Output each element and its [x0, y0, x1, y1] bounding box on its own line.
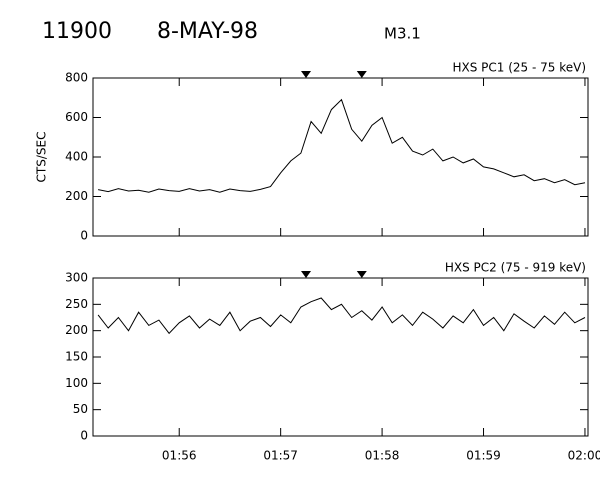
- plot-frame: [92, 277, 589, 437]
- y-tick-label: 250: [65, 297, 88, 311]
- panel-title: HXS PC1 (25 - 75 keV): [452, 61, 586, 75]
- data-line: [97, 297, 586, 335]
- x-tick-label: 01:58: [365, 449, 400, 463]
- y-tick-label: 100: [65, 376, 88, 390]
- x-tick-label: 01:57: [263, 449, 298, 463]
- time-marker: [301, 71, 312, 78]
- y-tick-label: 0: [80, 429, 88, 443]
- y-tick-label: 400: [65, 150, 88, 164]
- y-tick-label: 800: [65, 71, 88, 85]
- y-tick-label: 0: [80, 229, 88, 243]
- y-tick-label: 300: [65, 271, 88, 285]
- y-axis-label: CTS/SEC: [35, 132, 49, 183]
- plot-frame: [92, 77, 589, 237]
- y-tick-label: 200: [65, 189, 88, 203]
- event-id: 11900: [42, 19, 112, 44]
- time-marker: [356, 71, 367, 78]
- flare-class: M3.1: [384, 25, 421, 43]
- y-tick-label: 600: [65, 110, 88, 124]
- x-tick-label: 01:56: [162, 449, 197, 463]
- y-tick-label: 200: [65, 323, 88, 337]
- time-marker: [356, 271, 367, 278]
- y-tick-label: 50: [73, 402, 88, 416]
- panel-title: HXS PC2 (75 - 919 keV): [445, 261, 586, 275]
- date: 8-MAY-98: [157, 19, 258, 44]
- data-line: [98, 98, 586, 193]
- time-marker: [301, 271, 312, 278]
- x-tick-label: 01:59: [466, 449, 501, 463]
- x-tick-label: 02:00: [568, 449, 600, 463]
- y-tick-label: 150: [65, 350, 88, 364]
